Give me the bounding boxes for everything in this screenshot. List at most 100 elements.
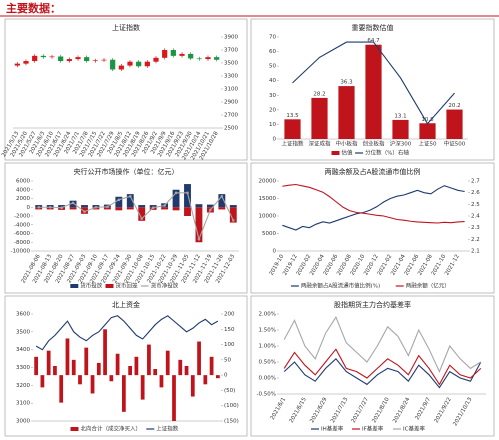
y-tick-label: 3400	[16, 347, 30, 353]
y-tick-label: 70	[269, 35, 276, 41]
header-title: 主要数据：	[6, 1, 61, 15]
bar	[40, 375, 45, 388]
y-tick-label: 6000	[16, 179, 30, 185]
bar	[78, 375, 82, 385]
y-tick-label: 2000	[16, 196, 30, 202]
x-tick-label: 中小板指	[335, 140, 358, 148]
bar	[184, 365, 189, 376]
candle-body	[49, 56, 55, 58]
value-label: 10.8	[421, 117, 434, 123]
legend-swatch	[105, 284, 114, 288]
marker	[128, 195, 132, 198]
candle-body	[32, 55, 38, 62]
x-tick-label: 沪深300	[390, 140, 412, 148]
y-tick-label: 10	[269, 122, 276, 128]
y-tick-label: 2700	[224, 113, 238, 119]
y2-tick-label: 50	[224, 357, 231, 363]
legend-label: 两融余额（亿元）	[406, 282, 450, 290]
y-tick-label: 30	[269, 93, 276, 99]
legend-swatch	[70, 427, 79, 431]
bar	[115, 207, 123, 211]
line	[38, 192, 234, 242]
value-label: 20.2	[448, 103, 460, 109]
line	[283, 316, 482, 373]
y-tick-label: 3600	[16, 312, 30, 318]
y-tick-label: 2500	[224, 126, 238, 132]
marker	[71, 201, 75, 205]
bar	[126, 207, 134, 210]
bar	[392, 119, 409, 139]
candle-body	[101, 59, 107, 61]
chart-title: 上证指数	[112, 23, 140, 32]
y-tick-label: 2900	[224, 100, 238, 106]
chart-title: 央行公开市场操作（单位：亿元）	[74, 167, 179, 176]
y2-tick-label: (50)	[224, 388, 235, 394]
y2-tick-label: 2.4	[471, 214, 480, 220]
x-tick-label: 上证指数	[281, 140, 304, 148]
y2-tick-label: 150	[224, 327, 235, 333]
bar	[126, 194, 134, 208]
value-label: 13.5	[286, 113, 299, 119]
candle-body	[40, 55, 46, 58]
bar	[172, 207, 180, 211]
chart-title: 股指期货主力合约基差率	[334, 300, 411, 309]
bar	[190, 375, 195, 397]
marker	[37, 205, 41, 209]
bar	[115, 196, 123, 208]
bar	[134, 356, 139, 376]
candle-body	[188, 53, 194, 59]
candle-body	[23, 61, 29, 64]
x-tick-label: 深证成指	[308, 140, 331, 148]
bar	[195, 207, 203, 243]
y-tick-label: 40	[269, 78, 276, 84]
legend-label: 估值	[342, 149, 354, 157]
marker	[106, 205, 109, 209]
chart-title: 重要指数估值	[352, 23, 394, 32]
y-tick-label: 3300	[224, 74, 238, 80]
legend-label: 货币净投放	[151, 282, 179, 290]
y-tick-label: 15000	[259, 196, 277, 202]
candle-body	[136, 61, 142, 67]
candle-body	[118, 65, 124, 70]
marker	[48, 205, 52, 209]
bar	[165, 350, 170, 376]
candle-body	[127, 61, 133, 66]
bar	[53, 365, 57, 376]
y-tick-label: 3700	[224, 48, 238, 54]
candle-body	[179, 53, 185, 56]
marker	[174, 191, 178, 195]
x-tick-label: 中证500	[444, 140, 466, 148]
value-label: 13.1	[394, 113, 406, 119]
chart-title: 两融余额及占A股流通市值比例	[325, 167, 421, 176]
bar	[140, 375, 145, 400]
bar	[218, 194, 226, 208]
bar	[229, 205, 237, 208]
bar	[203, 375, 208, 385]
panel	[4, 18, 248, 161]
y-tick-label: 3100	[224, 87, 238, 93]
value-label: 28.2	[313, 91, 325, 97]
candle-body	[153, 57, 159, 62]
candle-body	[75, 57, 81, 60]
marker	[94, 205, 98, 209]
bar	[65, 338, 70, 376]
y2-tick-label: (100)	[224, 403, 239, 409]
bar	[84, 347, 89, 376]
legend-swatch	[70, 284, 79, 288]
marker	[151, 206, 155, 209]
candle-body	[196, 58, 202, 60]
y2-tick-label: 200	[224, 312, 235, 318]
bar	[172, 375, 176, 421]
y-tick-label: 3100	[16, 401, 30, 407]
chart-title: 北上资金	[112, 300, 140, 309]
legend-label: IH基差率	[321, 425, 344, 433]
marker	[140, 217, 144, 220]
y2-tick-label: 2.5	[471, 202, 480, 208]
line	[35, 315, 219, 351]
bar	[71, 359, 76, 376]
bar	[96, 362, 101, 376]
bar	[195, 204, 203, 208]
line	[282, 185, 465, 231]
y-tick-label: 0	[27, 205, 31, 211]
